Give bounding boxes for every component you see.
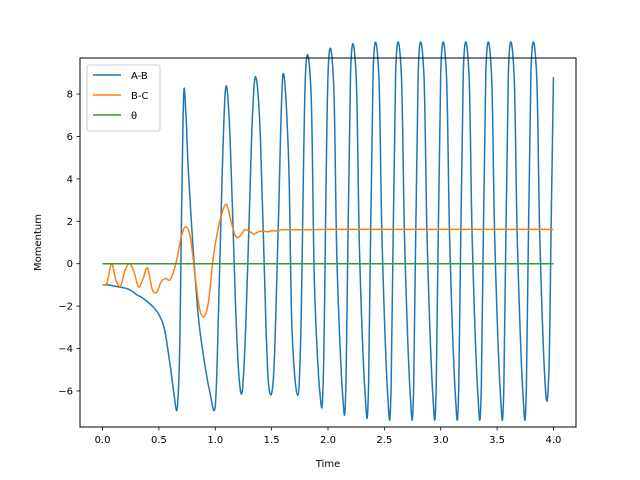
y-tick-label: 8 bbox=[67, 90, 73, 101]
x-tick-label: 3.5 bbox=[489, 435, 505, 446]
y-axis-ticks: −6 −4 −2 0 2 4 6 8 bbox=[58, 90, 80, 397]
x-tick-label: 1.0 bbox=[207, 435, 223, 446]
y-tick-label: −6 bbox=[58, 386, 73, 397]
x-axis-label: Time bbox=[315, 459, 340, 470]
y-tick-label: 2 bbox=[67, 217, 73, 228]
series-line-1 bbox=[102, 41, 555, 421]
y-tick-label: 0 bbox=[67, 259, 73, 270]
x-tick-label: 4.0 bbox=[546, 435, 562, 446]
x-tick-label: 0.0 bbox=[95, 435, 111, 446]
legend-entry-label: θ bbox=[131, 111, 137, 122]
x-axis-ticks: 0.0 0.5 1.0 1.5 2.0 2.5 3.0 3.5 4.0 bbox=[95, 427, 562, 446]
y-tick-label: 4 bbox=[67, 174, 73, 185]
x-tick-label: 0.5 bbox=[151, 435, 167, 446]
series-layer bbox=[102, 41, 555, 421]
series-line-2 bbox=[102, 203, 554, 318]
x-tick-label: 2.0 bbox=[320, 435, 336, 446]
legend: A-B B-C θ bbox=[86, 64, 161, 132]
x-tick-label: 3.0 bbox=[433, 435, 449, 446]
y-tick-label: −2 bbox=[58, 302, 73, 313]
y-tick-label: 6 bbox=[67, 132, 73, 143]
x-tick-label: 2.5 bbox=[376, 435, 392, 446]
legend-entry-label: A-B bbox=[131, 71, 148, 82]
y-tick-label: −4 bbox=[58, 344, 73, 355]
y-axis-label: Momentum bbox=[33, 214, 44, 271]
legend-entry-label: B-C bbox=[131, 91, 148, 102]
x-tick-label: 1.5 bbox=[264, 435, 280, 446]
